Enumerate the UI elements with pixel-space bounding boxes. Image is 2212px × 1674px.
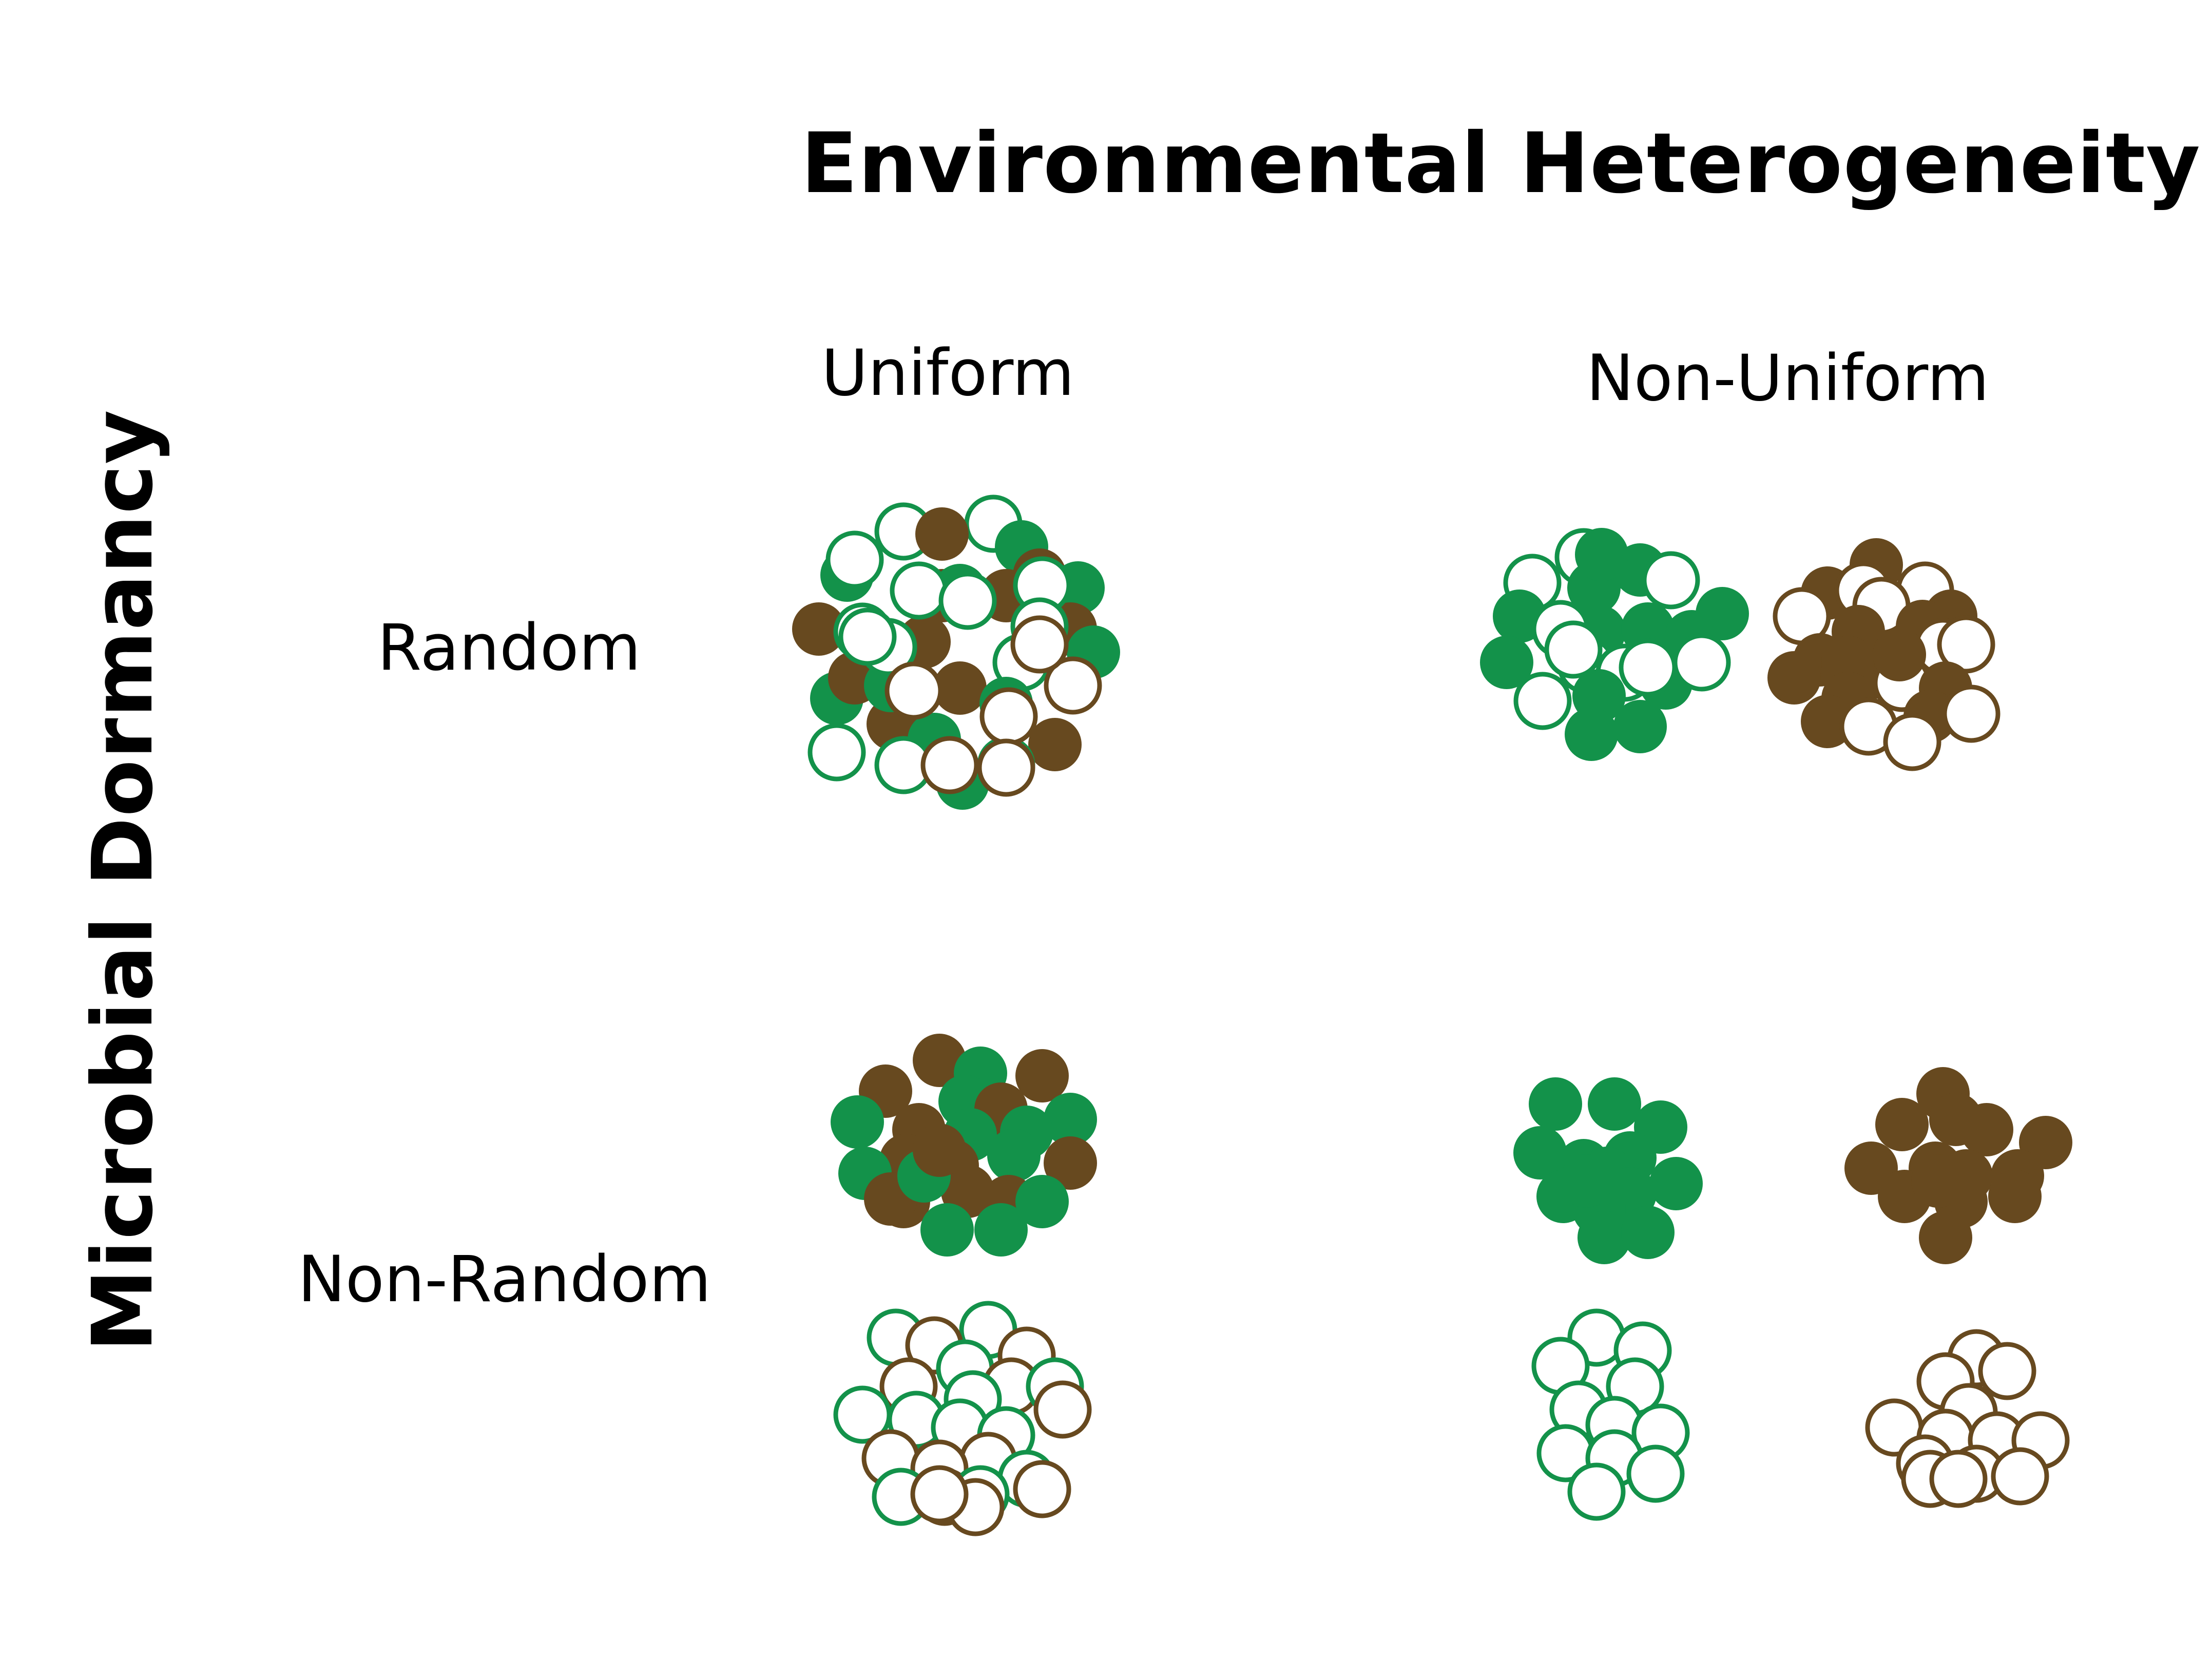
green-filled-circle bbox=[1529, 1077, 1582, 1131]
cluster-uniform-nonrandom-hollow bbox=[833, 1301, 1092, 1536]
brown-filled-circle bbox=[1767, 651, 1821, 705]
green-filled-circle bbox=[1575, 528, 1628, 581]
brown-filled-circle bbox=[1015, 1049, 1069, 1102]
brown-hollow-circle bbox=[1044, 656, 1102, 715]
green-filled-circle bbox=[1565, 708, 1618, 761]
brown-filled-circle bbox=[1044, 1136, 1097, 1190]
cluster-non-uniform-nonrandom-brown-hollow bbox=[1865, 1329, 2070, 1508]
brown-filled-circle bbox=[933, 661, 987, 715]
green-filled-circle bbox=[1613, 700, 1667, 753]
green-hollow-circle bbox=[1626, 1444, 1685, 1503]
brown-hollow-circle bbox=[1010, 615, 1069, 674]
cluster-non-uniform-nonrandom-green-filled bbox=[1513, 1077, 1703, 1264]
green-hollow-circle bbox=[807, 723, 866, 782]
brown-hollow-circle bbox=[1942, 684, 2001, 743]
page-title: Environmental Heterogeneity bbox=[801, 116, 2201, 212]
cluster-uniform-random bbox=[792, 494, 1120, 810]
green-hollow-circle bbox=[890, 561, 948, 620]
column-label-non-uniform: Non-Uniform bbox=[1586, 341, 1989, 415]
column-label-uniform: Uniform bbox=[821, 336, 1074, 410]
brown-hollow-circle bbox=[884, 661, 943, 720]
green-hollow-circle bbox=[825, 530, 884, 589]
green-hollow-circle bbox=[1672, 633, 1731, 692]
brown-filled-circle bbox=[1873, 628, 1926, 681]
cluster-non-uniform-nonrandom-brown-filled bbox=[1844, 1067, 2072, 1264]
brown-hollow-circle bbox=[1033, 1380, 1092, 1439]
green-hollow-circle bbox=[838, 607, 897, 666]
green-filled-circle bbox=[1513, 1126, 1567, 1180]
brown-filled-circle bbox=[913, 1034, 966, 1087]
cluster-non-uniform-nonrandom-green-hollow bbox=[1531, 1308, 1690, 1521]
green-filled-circle bbox=[920, 1203, 974, 1257]
brown-filled-circle bbox=[1875, 1098, 1929, 1151]
brown-filled-circle bbox=[1919, 1211, 1972, 1264]
brown-filled-circle bbox=[1960, 1103, 2013, 1156]
brown-hollow-circle bbox=[1991, 1447, 2049, 1506]
brown-filled-circle bbox=[913, 1124, 966, 1177]
green-hollow-circle bbox=[938, 572, 997, 630]
brown-hollow-circle bbox=[977, 738, 1035, 797]
brown-hollow-circle bbox=[979, 687, 1038, 746]
brown-filled-circle bbox=[1988, 1170, 2042, 1223]
brown-hollow-circle bbox=[1883, 713, 1941, 771]
brown-filled-circle bbox=[915, 507, 969, 561]
row-label-non-random: Non-Random bbox=[298, 1243, 711, 1317]
green-hollow-circle bbox=[1513, 672, 1572, 730]
green-filled-circle bbox=[1578, 1211, 1631, 1264]
green-filled-circle bbox=[974, 1203, 1028, 1257]
green-hollow-circle bbox=[1642, 551, 1700, 610]
green-hollow-circle bbox=[1544, 620, 1603, 679]
green-filled-circle bbox=[1480, 636, 1533, 689]
green-hollow-circle bbox=[1567, 1462, 1626, 1521]
green-hollow-circle bbox=[1619, 638, 1677, 697]
brown-hollow-circle bbox=[1929, 1450, 1988, 1508]
green-filled-circle bbox=[1621, 1206, 1675, 1259]
green-filled-circle bbox=[831, 1095, 884, 1149]
brown-hollow-circle bbox=[910, 1465, 969, 1524]
brown-hollow-circle bbox=[1013, 1460, 1071, 1518]
green-filled-circle bbox=[1649, 1157, 1703, 1210]
green-filled-circle bbox=[1560, 1154, 1613, 1208]
cluster-uniform-nonrandom-filled bbox=[831, 1034, 1097, 1257]
brown-hollow-circle bbox=[920, 736, 979, 794]
cluster-non-uniform-random-green bbox=[1480, 528, 1749, 761]
green-filled-circle bbox=[987, 1129, 1041, 1182]
green-filled-circle bbox=[1588, 1077, 1641, 1131]
brown-filled-circle bbox=[792, 602, 845, 656]
green-filled-circle bbox=[1015, 1175, 1069, 1228]
brown-hollow-circle bbox=[1978, 1342, 2036, 1400]
green-filled-circle bbox=[1044, 1093, 1097, 1146]
row-label-random: Random bbox=[377, 611, 641, 685]
brown-filled-circle bbox=[1028, 718, 1082, 771]
cluster-non-uniform-random-brown bbox=[1767, 538, 2001, 771]
brown-filled-circle bbox=[1911, 1154, 1965, 1208]
